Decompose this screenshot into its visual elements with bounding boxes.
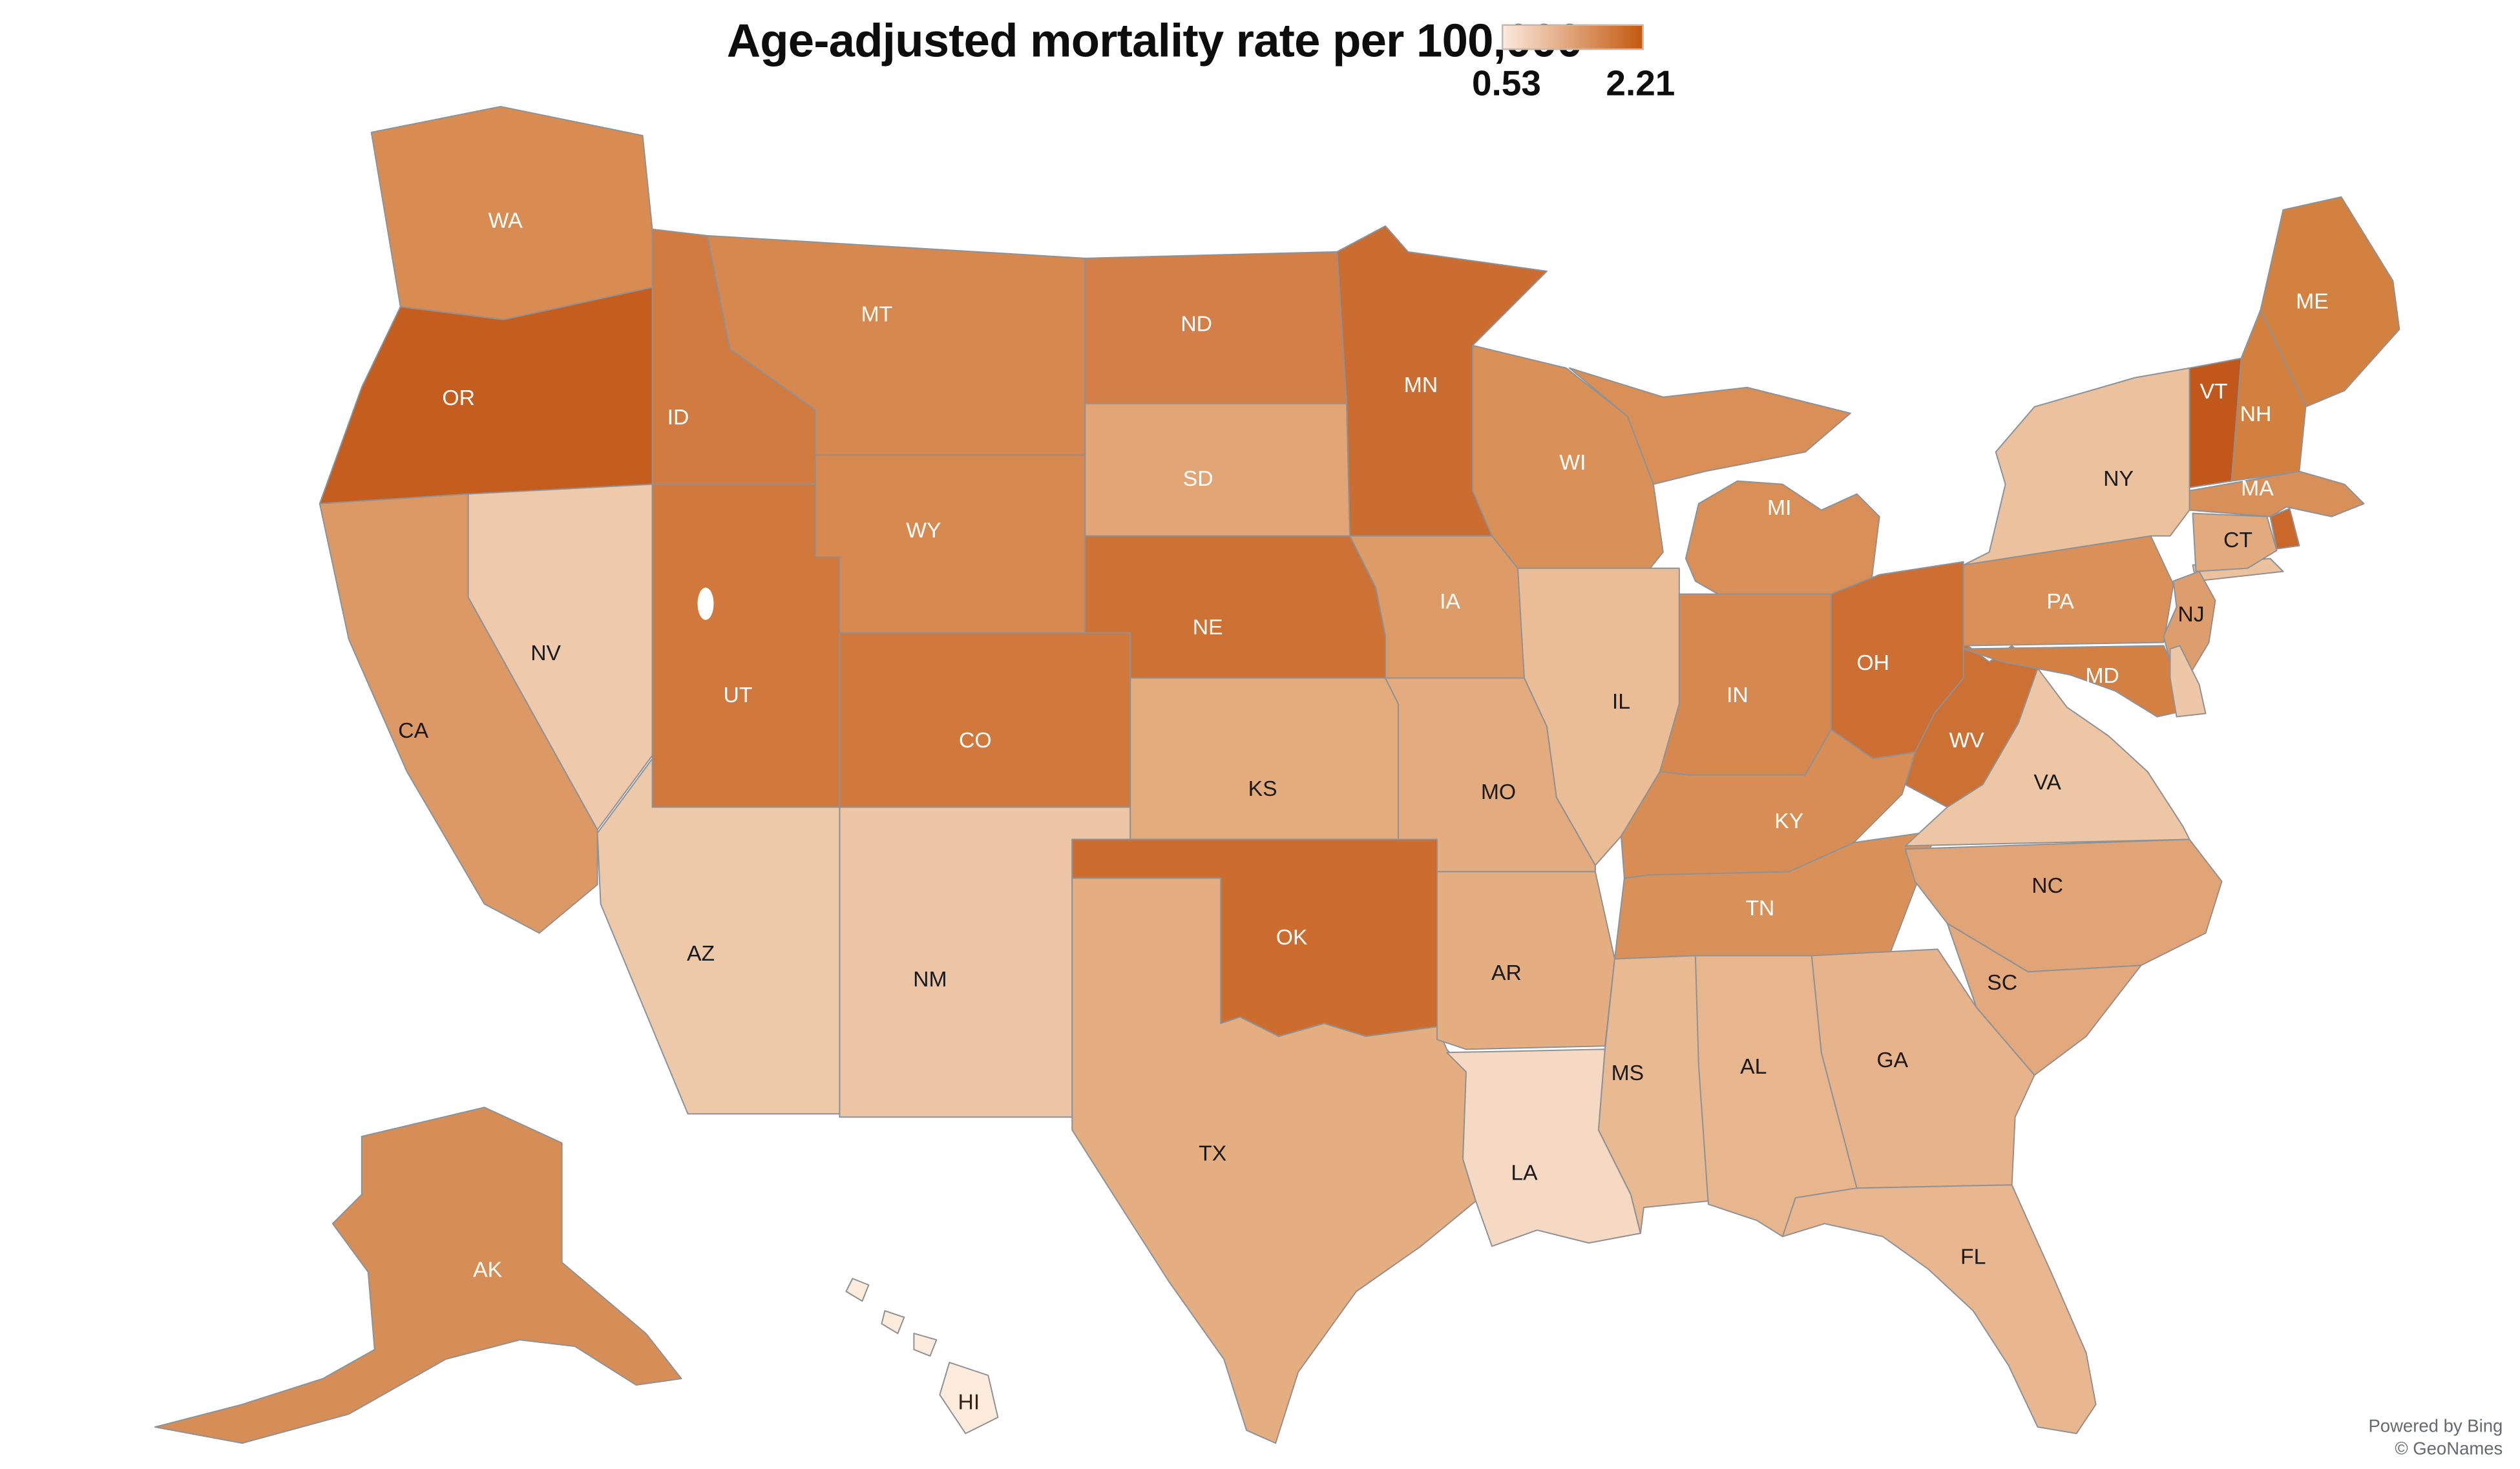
state-SD[interactable] [1084,402,1351,537]
state-RI[interactable] [2269,508,2300,550]
map-attribution: Powered by Bing © GeoNames [2368,1416,2503,1461]
state-WA[interactable] [370,105,653,320]
state-VA[interactable] [1904,667,2190,847]
state-NC[interactable] [1904,839,2223,973]
state-AR[interactable] [1436,871,1615,1050]
legend-gradient-bar [1501,24,1644,50]
state-MI[interactable] [1568,367,1880,595]
great-salt-lake [697,587,714,620]
state-HI[interactable] [845,1278,999,1435]
attribution-bing: Powered by Bing [2368,1417,2503,1437]
state-NE[interactable] [1084,535,1387,679]
state-WI[interactable] [1471,344,1664,569]
attribution-geonames: © GeoNames [2395,1440,2503,1460]
state-WY[interactable] [814,454,1086,634]
legend-max-value: 2.21 [1606,63,1675,103]
chart-title: Age-adjusted mortality rate per 100,000 [726,16,1583,68]
state-IN[interactable] [1659,593,1832,776]
state-AZ[interactable] [596,758,841,1115]
state-UT[interactable] [651,483,841,808]
state-CO[interactable] [839,632,1131,808]
state-OR[interactable] [319,286,653,505]
state-GA[interactable] [1811,948,2035,1189]
state-NV[interactable] [467,483,653,831]
state-DE[interactable] [2169,645,2207,718]
legend-min-value: 0.53 [1471,63,1541,103]
state-VT[interactable] [2189,357,2242,488]
state-KS[interactable] [1129,677,1400,840]
state-ND[interactable] [1084,251,1348,404]
state-SC[interactable] [1946,922,2142,1076]
state-ME[interactable] [2260,196,2400,408]
state-CT[interactable] [2192,512,2278,572]
state-MA[interactable] [2189,470,2365,517]
state-FL[interactable] [1781,1184,2097,1435]
legend: 0.53 2.21 [1472,24,1675,121]
state-AK[interactable] [154,1107,682,1444]
state-MD[interactable] [1962,645,2187,718]
